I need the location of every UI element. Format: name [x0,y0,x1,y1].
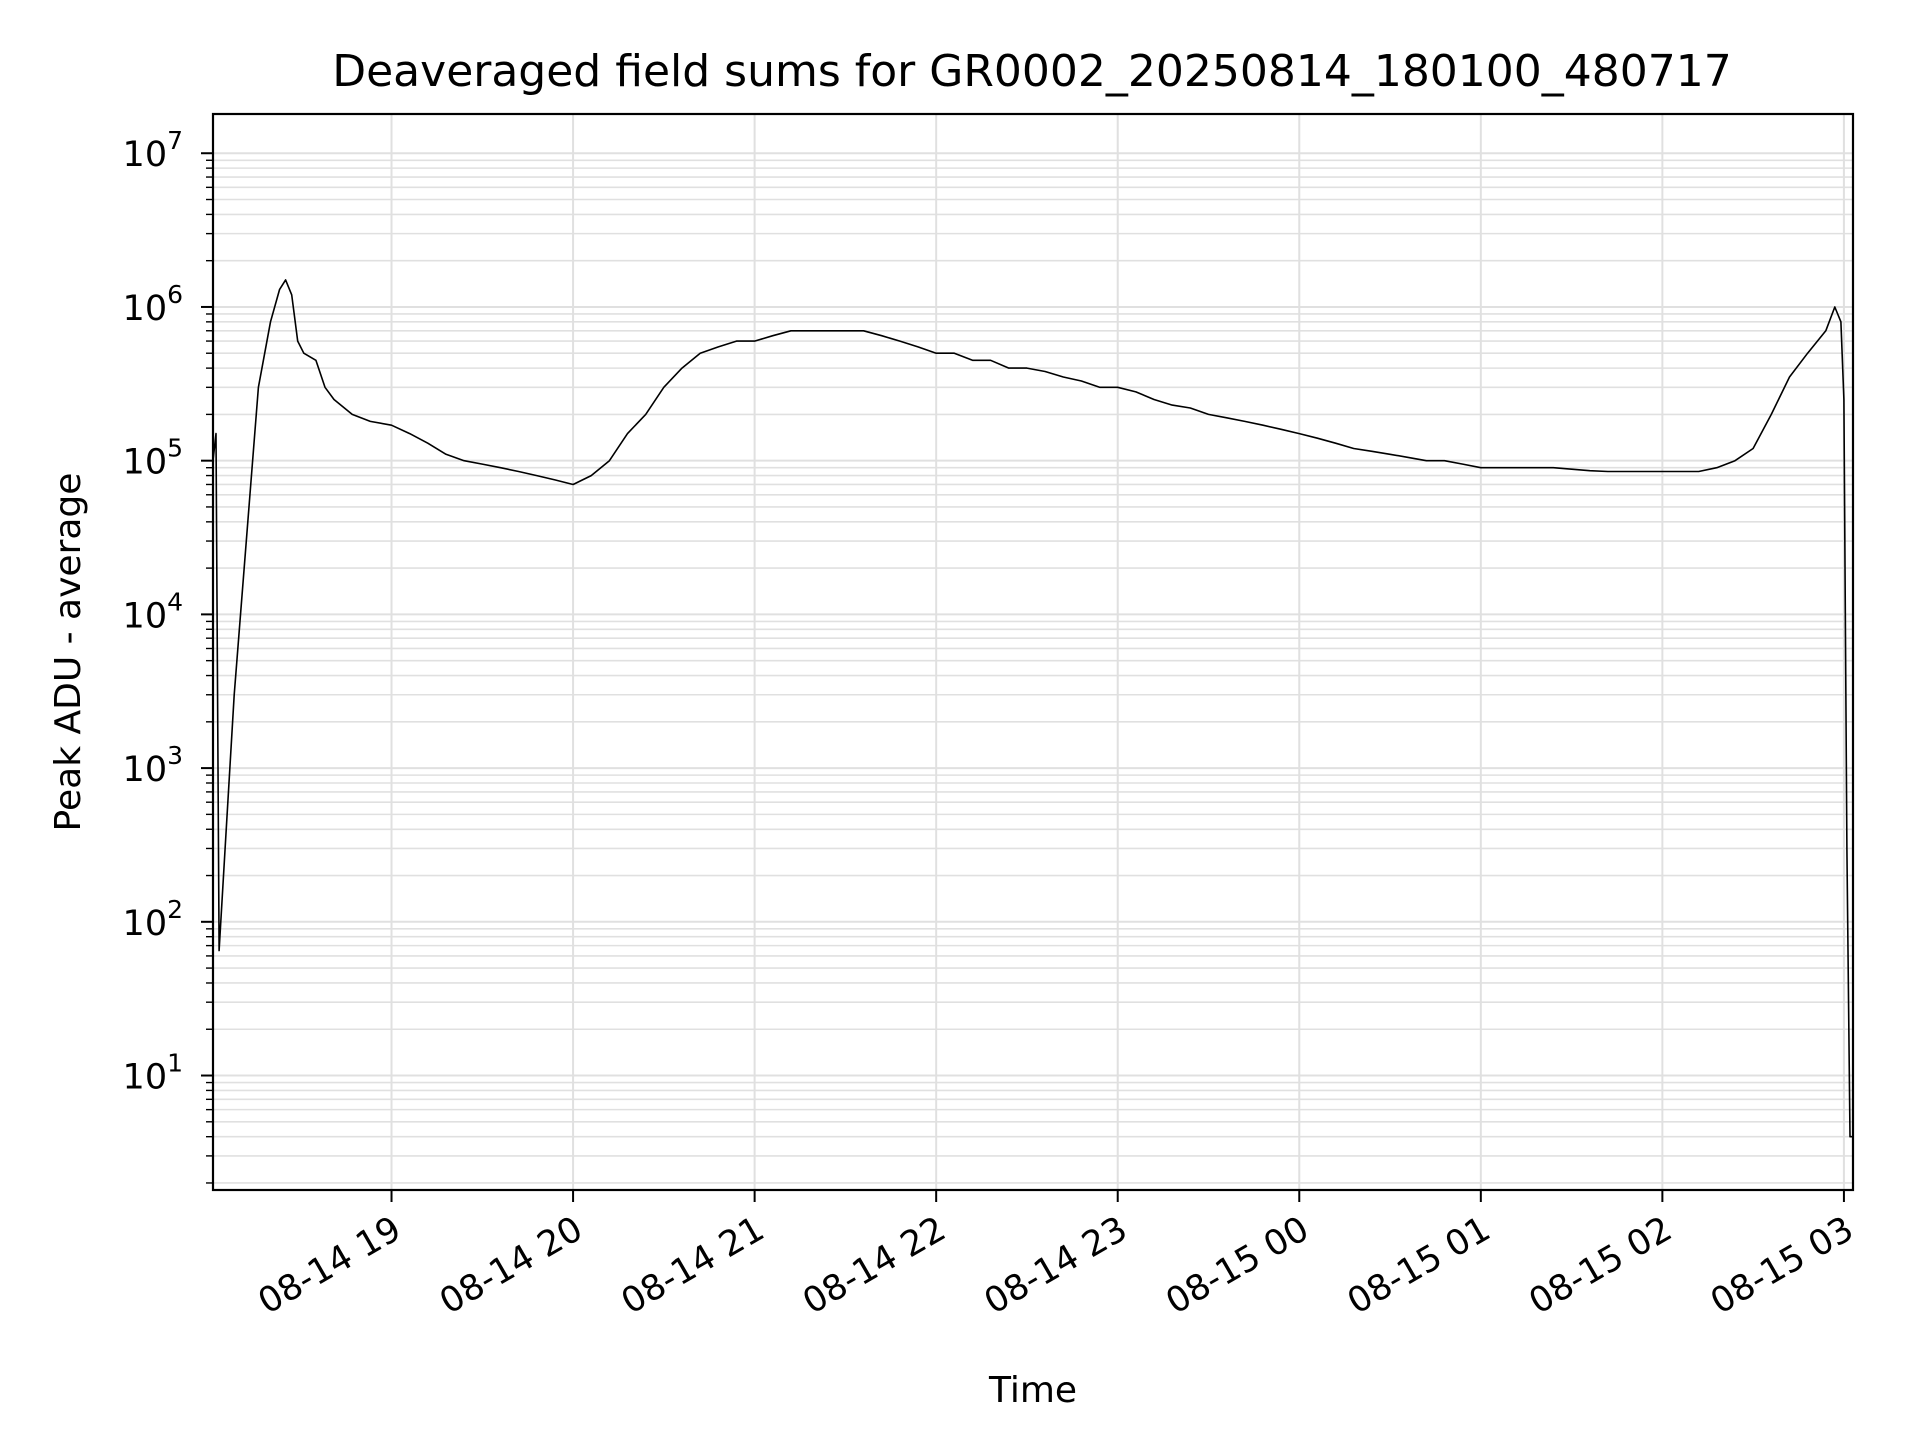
y-tick-label: 105 [123,434,183,483]
series-line [212,279,1853,1138]
y-tick-label: 106 [123,280,183,329]
y-axis-label: Peak ADU - average [48,473,89,832]
y-tick-label: 103 [123,741,183,790]
y-tick-label: 107 [123,126,183,175]
y-tick-labels: 101 102 103 104 105 106 107 [123,126,183,1097]
grid-lines [213,114,1853,1190]
plot-area-frame [211,112,1855,1192]
chart-title: Deaveraged field sums for GR0002_2025081… [332,46,1732,97]
series-layer [212,279,1853,1138]
tick-marks [201,152,1845,1202]
y-tick-label: 104 [123,587,183,636]
y-tick-label: 102 [123,895,183,944]
x-axis-label: Time [988,1370,1077,1411]
y-tick-label: 101 [123,1049,183,1098]
